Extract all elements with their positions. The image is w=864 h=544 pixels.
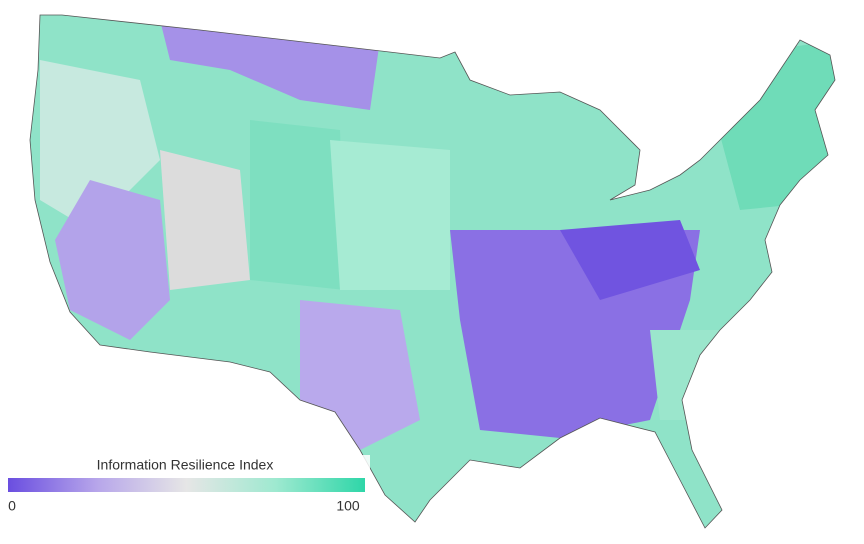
region-mountain xyxy=(250,120,345,290)
region-plains xyxy=(330,140,450,290)
region-northwest xyxy=(40,60,160,230)
region-west xyxy=(55,180,170,340)
us-outline xyxy=(29,14,836,529)
legend-min-label: 0 xyxy=(8,498,16,514)
legend-colorbar xyxy=(8,478,365,492)
legend-max-label: 100 xyxy=(336,498,360,514)
region-texas xyxy=(300,300,420,450)
legend-title: Information Resilience Index xyxy=(97,457,274,473)
region-appalachia xyxy=(560,220,700,300)
region-basin xyxy=(160,150,250,290)
